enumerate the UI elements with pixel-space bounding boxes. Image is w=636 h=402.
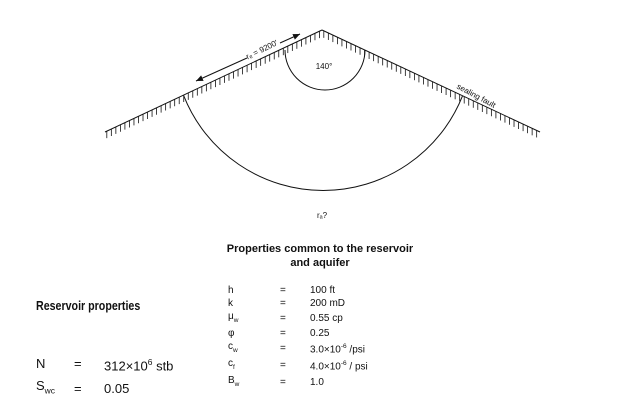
row-equals: = [74, 356, 82, 372]
common-row-h: h = 100 ft [228, 284, 368, 297]
angle-label: 140° [316, 62, 333, 71]
sealing-fault-label: sealing fault [455, 82, 498, 110]
common-properties-heading: Properties common to the reservoir and a… [200, 242, 440, 270]
aquifer-radius-question: rₐ? [317, 211, 328, 220]
fault-line [321, 29, 541, 133]
row-equals: = [280, 360, 286, 371]
row-value: 0.55 cp [310, 313, 343, 324]
row-symbol: cw [228, 341, 238, 354]
row-symbol: k [228, 298, 233, 309]
row-value: 1.0 [310, 377, 324, 388]
row-equals: = [280, 377, 286, 388]
reservoir-properties-heading: Reservoir properties [36, 298, 141, 313]
row-symbol: N [36, 356, 46, 372]
common-row-cw: cw = 3.0×10-6 /psi [228, 340, 368, 357]
row-value: 3.0×10-6 /psi [310, 343, 365, 356]
row-value: 4.0×10-6 / psi [310, 360, 368, 373]
row-symbol: Swc [36, 378, 55, 396]
common-properties-table: h = 100 ft k = 200 mD μw = 0.55 cp φ = 0… [228, 284, 368, 391]
row-symbol: φ [228, 328, 235, 339]
row-value: 0.25 [310, 328, 330, 339]
row-symbol: cf [228, 358, 235, 371]
common-row-k: k = 200 mD [228, 297, 368, 310]
common-row-mu-w: μw = 0.55 cp [228, 310, 368, 327]
common-row-cf: cf = 4.0×10-6 / psi [228, 357, 368, 374]
right-sealing-fault-line [321, 29, 541, 138]
common-row-bw: Bw = 1.0 [228, 374, 368, 391]
reservoir-properties-table: N = 312×106 stb Swc = 0.05 [36, 352, 173, 401]
common-heading-line1: Properties common to the reservoir [226, 243, 414, 255]
radius-arrow-right [279, 33, 301, 44]
row-value: 100 ft [310, 285, 336, 296]
row-symbol: h [228, 285, 234, 296]
row-value: 200 mD [310, 298, 346, 309]
aquifer-outer-arc [183, 95, 464, 191]
row-equals: = [280, 298, 286, 309]
row-symbol: Bw [228, 375, 240, 388]
angle-arc [284, 49, 366, 91]
radius-arrow [195, 57, 248, 82]
reservoir-aquifer-diagram: rₑ = 9200' 140° sealing fault rₐ? [104, 29, 541, 220]
common-heading-line2: and aquifer [290, 257, 350, 269]
reservoir-row-n: N = 312×106 stb [36, 352, 173, 376]
row-symbol: μw [228, 311, 239, 324]
fault-line [104, 29, 323, 133]
common-row-phi: φ = 0.25 [228, 327, 368, 340]
row-equals: = [74, 380, 82, 396]
row-equals: = [280, 285, 286, 296]
row-value: 0.05 [104, 380, 130, 396]
left-sealing-fault-line [104, 29, 323, 139]
row-equals: = [280, 328, 286, 339]
row-equals: = [280, 343, 286, 354]
row-value: 312×106 stb [104, 357, 174, 374]
row-equals: = [280, 313, 286, 324]
reservoir-row-swc: Swc = 0.05 [36, 376, 173, 401]
